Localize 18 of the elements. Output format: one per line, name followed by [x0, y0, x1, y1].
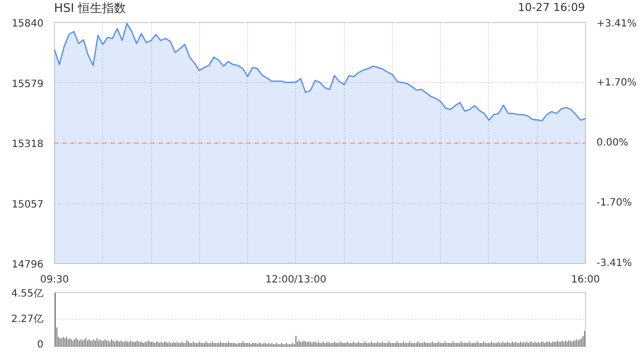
x-tick-label: 16:00 [571, 274, 600, 286]
y-tick-label: 15057 [12, 199, 44, 210]
chart-title: HSI 恒生指数 [54, 0, 126, 17]
y-tick-label: 14796 [12, 260, 44, 270]
y-tick-label: 4.55亿 [11, 288, 44, 300]
y2-tick-label: -3.41% [596, 258, 632, 269]
y-tick-label: 15318 [12, 139, 44, 150]
y-tick-label: 15579 [12, 78, 44, 90]
y2-tick-label: -1.70% [596, 198, 632, 209]
y2-tick-label: 0.00% [596, 138, 628, 148]
y-tick-label: 0 [37, 340, 44, 350]
x-tick-label: 09:30 [40, 274, 69, 286]
y-tick-label: 15840 [12, 18, 44, 30]
y-tick-label: 2.27亿 [11, 314, 44, 326]
y2-tick-label: +3.41% [596, 18, 637, 30]
y2-tick-label: +1.70% [596, 77, 637, 88]
x-tick-label: 12:00/13:00 [265, 274, 326, 286]
text: 10-27 16:09 [518, 0, 585, 16]
